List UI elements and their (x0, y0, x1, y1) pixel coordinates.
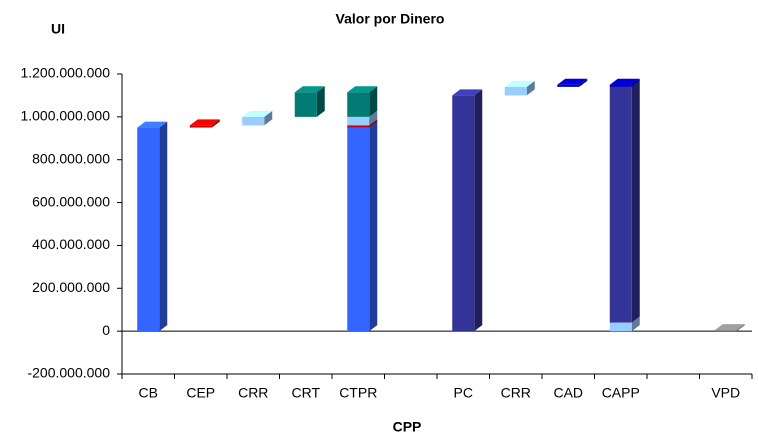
y-tick-label: 1.000.000.000 (20, 108, 110, 124)
bar (347, 127, 370, 332)
y-tick-label: 800.000.000 (32, 150, 110, 166)
bar-top (609, 78, 640, 85)
y-tick-label: 1.200.000.000 (20, 65, 110, 81)
bar-top (189, 119, 220, 126)
x-tick-label: CRT (291, 385, 320, 401)
bar (609, 86, 632, 323)
bar-side (631, 78, 640, 87)
bar-side (211, 119, 220, 128)
y-tick-label: 600.000.000 (32, 193, 110, 209)
bar (609, 322, 632, 332)
bar-top (137, 121, 168, 128)
x-tick-label: CAPP (602, 385, 640, 401)
bar-top (714, 324, 745, 331)
bar (609, 84, 632, 87)
bar-top (452, 89, 483, 96)
bar-side (316, 86, 325, 117)
x-tick-label: CTPR (339, 385, 377, 401)
y-tick-label: 0 (102, 322, 110, 338)
bar-side (474, 89, 483, 332)
bar-side (736, 324, 745, 332)
bar-side (369, 110, 378, 126)
bar (347, 92, 370, 117)
x-tick-label: CEP (186, 385, 215, 401)
bar (242, 116, 265, 126)
x-tick-label: CB (139, 385, 158, 401)
bar-side (159, 121, 168, 332)
y-axis-label: UI (51, 21, 65, 37)
bar-side (631, 316, 640, 332)
x-axis-label: CPP (393, 419, 422, 435)
bar-top (557, 78, 588, 85)
bar (294, 92, 317, 117)
x-tick-label: PC (454, 385, 473, 401)
bar-side (526, 80, 535, 96)
bar-side (264, 110, 273, 126)
x-tick-label: CRR (238, 385, 268, 401)
bar (714, 330, 737, 332)
bar (137, 127, 160, 332)
bar-side (631, 80, 640, 323)
chart-title: Valor por Dinero (336, 11, 445, 27)
y-tick-label: 200.000.000 (32, 279, 110, 295)
bar-side (369, 119, 378, 128)
bar (557, 84, 580, 87)
bar (504, 86, 527, 96)
bar-top (504, 80, 535, 87)
bar (452, 95, 475, 332)
bar (189, 125, 212, 128)
y-tick-label: 400.000.000 (32, 236, 110, 252)
bar (347, 125, 370, 128)
bar-top (294, 86, 325, 93)
x-tick-label: CAD (553, 385, 583, 401)
bar-side (369, 121, 378, 332)
bar-side (369, 86, 378, 117)
bar (347, 116, 370, 126)
x-tick-label: VPD (711, 385, 740, 401)
y-tick-label: -200.000.000 (27, 365, 110, 381)
x-tick-label: CRR (501, 385, 531, 401)
bar-top (242, 110, 273, 117)
bar-top (347, 86, 378, 93)
bar-side (579, 78, 588, 87)
